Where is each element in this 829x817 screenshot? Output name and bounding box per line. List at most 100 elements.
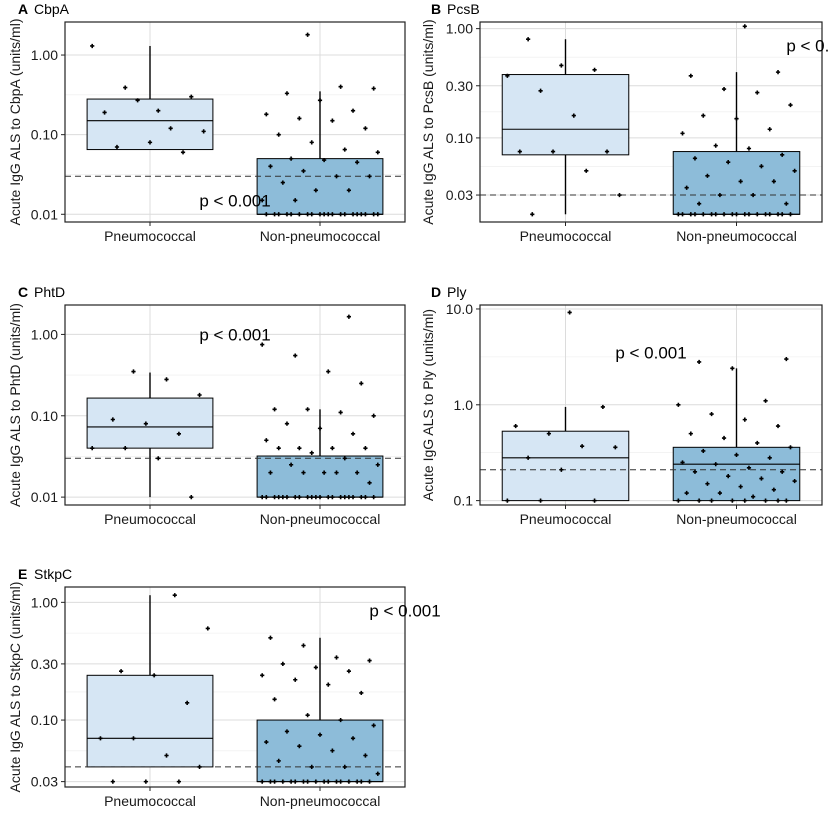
data-point [363, 753, 368, 758]
data-point [309, 764, 314, 770]
data-point [317, 495, 323, 500]
data-point [268, 635, 273, 640]
data-point [342, 764, 347, 770]
data-point [326, 682, 331, 687]
data-point [102, 110, 107, 115]
data-point [680, 131, 685, 136]
data-point [123, 446, 128, 451]
data-point [371, 495, 376, 500]
data-point [355, 160, 360, 165]
data-point [530, 212, 535, 217]
panel-C: C PhtD 0.01 0.10 1.00 Pneumococcal Non-pneumoc… [7, 284, 406, 527]
data-point [375, 212, 380, 217]
data-point [284, 729, 290, 734]
y-tick-label: 0.1 [454, 493, 474, 509]
y-axis-label: Acute IgG ALS to CbpA (units/ml) [7, 19, 23, 226]
data-point [688, 212, 693, 217]
y-tick-label: 0.01 [31, 489, 58, 505]
data-point [367, 779, 372, 784]
data-point [330, 748, 335, 753]
data-point [367, 480, 372, 485]
data-point [326, 495, 331, 500]
data-point [367, 174, 372, 179]
data-point [98, 736, 103, 741]
data-point [135, 98, 140, 103]
data-point [701, 448, 706, 454]
data-point [156, 456, 161, 461]
data-point [309, 212, 314, 217]
data-point [763, 498, 768, 503]
data-point [313, 188, 318, 193]
box-pneumococcal [86, 397, 214, 449]
data-point [613, 445, 618, 450]
p-value-annotation: p < 0.001 [786, 37, 829, 56]
panel-title: PhtD [34, 284, 65, 300]
data-point [338, 779, 343, 784]
data-point [746, 465, 752, 470]
data-point [734, 212, 739, 217]
p-value-annotation: p < 0.001 [615, 344, 686, 363]
data-point [763, 212, 768, 217]
y-tick-label: 0.30 [31, 656, 58, 672]
data-point [110, 417, 115, 422]
x-tick-label: Non-pneumococcal [676, 511, 797, 527]
data-point [131, 369, 136, 374]
data-point [721, 86, 727, 92]
data-point [742, 498, 747, 503]
panel-E: E StkpC 0.03 0.10 0.30 1.00 Pneumococcal Non-pn… [7, 566, 441, 809]
data-point [505, 73, 510, 78]
y-tick-label: 10.0 [446, 301, 473, 317]
data-point [701, 212, 706, 217]
data-point [280, 180, 285, 185]
data-point [755, 440, 760, 446]
panel-letter: D [431, 284, 441, 300]
data-point [289, 462, 294, 467]
data-point [326, 369, 331, 374]
data-point [272, 697, 277, 702]
data-point [330, 118, 335, 123]
data-point [301, 643, 306, 648]
data-point [738, 179, 743, 184]
data-point [289, 779, 294, 784]
data-point [676, 498, 681, 503]
data-point [201, 129, 206, 134]
data-point [260, 779, 265, 784]
data-point [346, 669, 351, 674]
y-tick-label: 1.00 [446, 21, 473, 37]
data-point [147, 140, 153, 145]
data-point [676, 212, 681, 217]
data-point [276, 132, 281, 137]
data-point [110, 779, 115, 784]
data-point [176, 431, 181, 436]
data-point [305, 407, 310, 412]
data-point [359, 381, 364, 386]
data-point [350, 108, 356, 113]
data-point [305, 212, 310, 217]
data-point [293, 677, 298, 682]
data-point [268, 164, 273, 169]
y-tick-label: 0.10 [446, 130, 473, 146]
data-point [755, 90, 760, 95]
plot-frame [479, 21, 823, 223]
data-point [180, 150, 186, 155]
data-point [172, 593, 177, 598]
data-point [317, 426, 323, 431]
data-point [131, 736, 136, 741]
data-point [792, 478, 797, 484]
y-tick-label: 1.00 [31, 326, 58, 342]
data-point [538, 498, 543, 503]
panel-letter: B [431, 1, 441, 17]
data-point [721, 435, 727, 441]
data-point [313, 779, 318, 784]
data-point [350, 736, 356, 741]
data-point [363, 446, 368, 451]
data-point [297, 116, 302, 121]
data-point [701, 113, 706, 118]
data-point [713, 143, 718, 148]
data-point [375, 150, 380, 155]
data-point [260, 198, 265, 203]
data-point [730, 212, 735, 217]
data-point [297, 495, 302, 500]
data-point [334, 470, 339, 475]
data-point [513, 423, 518, 429]
